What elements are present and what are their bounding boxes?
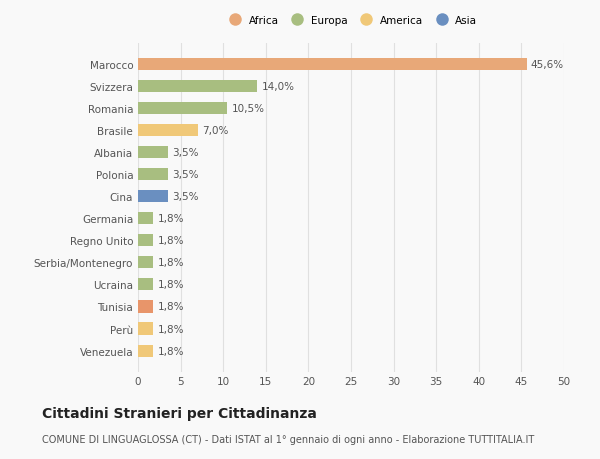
Text: 14,0%: 14,0%	[262, 82, 295, 92]
Bar	[138, 279, 154, 291]
Text: 1,8%: 1,8%	[158, 236, 184, 246]
Text: 45,6%: 45,6%	[531, 60, 564, 70]
Bar	[138, 213, 154, 225]
Bar	[138, 235, 154, 247]
Bar	[138, 190, 168, 203]
Text: 1,8%: 1,8%	[158, 214, 184, 224]
Text: 10,5%: 10,5%	[232, 104, 265, 114]
Bar	[138, 257, 154, 269]
Text: 7,0%: 7,0%	[202, 126, 228, 135]
Bar	[138, 168, 168, 181]
Bar	[138, 58, 527, 71]
Bar	[138, 345, 154, 357]
Text: 1,8%: 1,8%	[158, 302, 184, 312]
Bar	[138, 146, 168, 159]
Bar	[138, 323, 154, 335]
Text: 1,8%: 1,8%	[158, 346, 184, 356]
Bar	[138, 124, 197, 137]
Text: 1,8%: 1,8%	[158, 324, 184, 334]
Legend: Africa, Europa, America, Asia: Africa, Europa, America, Asia	[225, 16, 477, 26]
Text: 1,8%: 1,8%	[158, 280, 184, 290]
Bar	[138, 102, 227, 115]
Text: 3,5%: 3,5%	[172, 148, 199, 157]
Bar	[138, 80, 257, 93]
Text: COMUNE DI LINGUAGLOSSA (CT) - Dati ISTAT al 1° gennaio di ogni anno - Elaborazio: COMUNE DI LINGUAGLOSSA (CT) - Dati ISTAT…	[42, 434, 534, 444]
Text: Cittadini Stranieri per Cittadinanza: Cittadini Stranieri per Cittadinanza	[42, 406, 317, 420]
Text: 3,5%: 3,5%	[172, 192, 199, 202]
Text: 3,5%: 3,5%	[172, 170, 199, 179]
Text: 1,8%: 1,8%	[158, 258, 184, 268]
Bar	[138, 301, 154, 313]
